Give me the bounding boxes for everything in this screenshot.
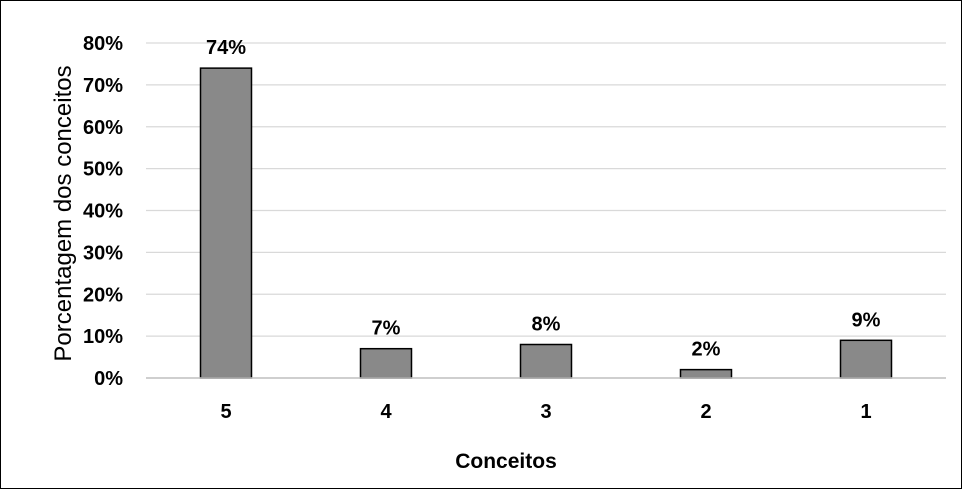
data-labels: 74% 7% 8% 2% 9% (206, 37, 881, 361)
y-tick-label: 70% (83, 75, 123, 97)
bars (199, 67, 893, 379)
y-tick-label: 80% (83, 33, 123, 55)
x-tick-label-3: 3 (540, 401, 551, 423)
gridlines (146, 42, 946, 337)
bar-2 (679, 368, 733, 379)
y-tick-label: 30% (83, 242, 123, 264)
data-label-2: 2% (692, 339, 721, 361)
x-tick-label-5: 5 (220, 401, 231, 423)
y-tick-label: 20% (83, 284, 123, 306)
y-tick-label: 40% (83, 201, 123, 223)
data-label-4: 7% (372, 318, 401, 340)
y-tick-label: 50% (83, 159, 123, 181)
x-tick-label-2: 2 (700, 401, 711, 423)
x-axis-title: Conceitos (455, 450, 557, 473)
data-label-1: 9% (852, 309, 881, 331)
y-tick-label: 10% (83, 326, 123, 348)
y-axis-title: Porcentagem dos conceitos (50, 65, 77, 361)
x-tick-label-1: 1 (860, 401, 871, 423)
bar-5 (199, 67, 253, 379)
bar-1 (839, 339, 893, 379)
data-label-5: 74% (206, 37, 246, 59)
data-label-3: 8% (532, 314, 561, 336)
y-tick-labels: 0% 10% 20% 30% 40% 50% 60% 70% 80% (83, 33, 123, 390)
x-tick-labels: 5 4 3 2 1 (220, 401, 871, 423)
y-tick-label: 0% (94, 368, 123, 390)
x-tick-label-4: 4 (380, 401, 392, 423)
bar-4 (359, 347, 413, 379)
y-tick-label: 60% (83, 117, 123, 139)
bar-3 (519, 343, 573, 379)
